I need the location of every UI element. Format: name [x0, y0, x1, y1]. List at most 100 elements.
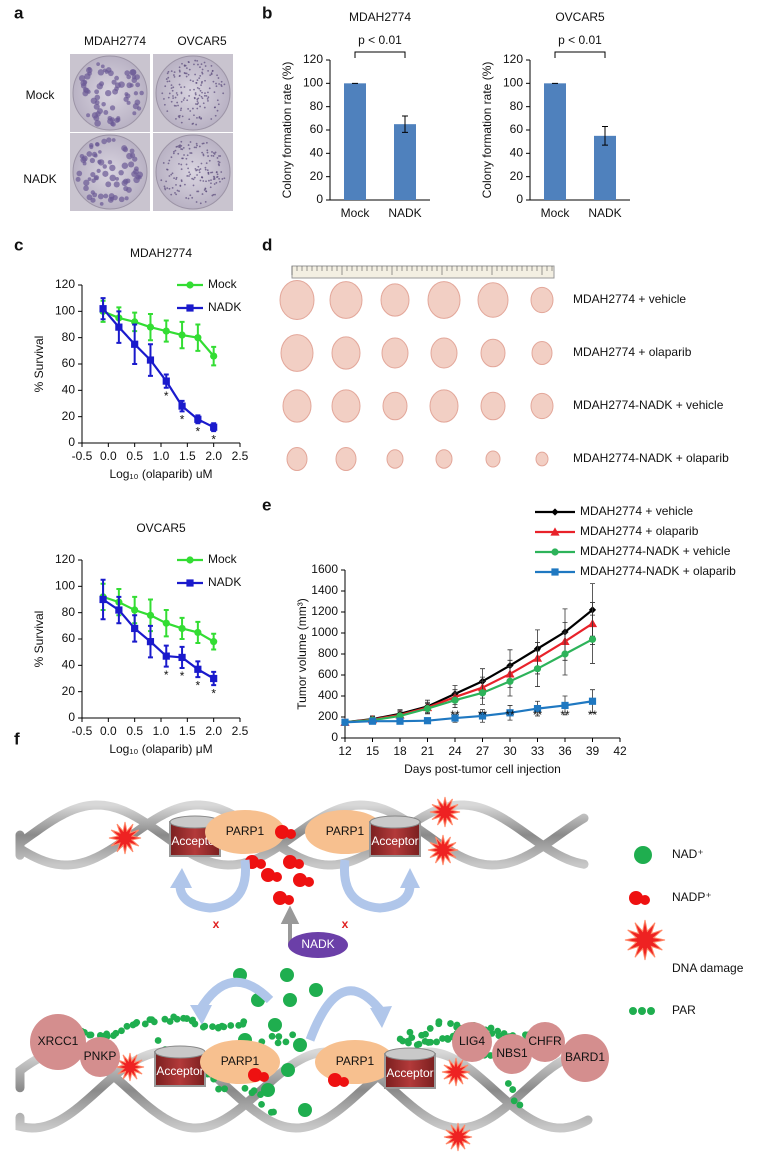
colony — [160, 179, 163, 182]
par — [173, 1015, 181, 1023]
colony — [162, 162, 165, 164]
colony — [188, 95, 191, 97]
block-mark: x — [213, 917, 220, 931]
colony — [184, 72, 187, 75]
colony — [206, 151, 209, 154]
colony — [118, 81, 125, 88]
bar — [544, 83, 566, 200]
repair-protein-label: LIG4 — [459, 1034, 485, 1048]
significance-label: * — [196, 424, 201, 438]
colony — [134, 74, 140, 80]
colony — [118, 169, 124, 176]
marker — [178, 331, 186, 339]
colony — [166, 80, 169, 83]
colony — [191, 196, 194, 199]
par — [103, 1030, 111, 1038]
chart-title: MDAH2774 — [349, 10, 411, 24]
nadp — [272, 872, 282, 882]
significance-label: p < 0.01 — [358, 33, 402, 47]
dna-damage — [427, 834, 459, 866]
par — [191, 1020, 199, 1028]
colony — [212, 80, 215, 83]
colony — [194, 73, 197, 76]
colony — [201, 97, 204, 100]
marker — [561, 701, 569, 710]
nadp — [256, 859, 266, 869]
legend-par — [629, 1007, 637, 1015]
colony — [196, 107, 199, 110]
colony — [200, 82, 203, 84]
colony — [89, 157, 96, 164]
colony — [201, 68, 204, 71]
colony — [104, 69, 109, 74]
colony — [163, 185, 166, 188]
panel-label: e — [262, 495, 271, 514]
parp1-label: PARP1 — [221, 1054, 260, 1068]
y-tick-label: 100 — [55, 579, 75, 593]
colony — [209, 74, 212, 77]
colony — [98, 150, 102, 154]
nadp — [304, 877, 314, 887]
tumor — [480, 391, 506, 421]
colony — [199, 105, 201, 108]
colony — [76, 170, 83, 177]
legend-nad — [634, 846, 652, 864]
tumor — [530, 392, 554, 420]
colony — [207, 173, 210, 175]
colony — [176, 145, 179, 148]
colony — [198, 145, 201, 148]
colony — [89, 144, 94, 150]
colony — [112, 88, 119, 95]
dna-strand — [15, 1047, 593, 1133]
colony — [201, 193, 204, 195]
colony — [172, 86, 175, 89]
nad — [268, 1018, 282, 1032]
colony — [189, 79, 192, 82]
colony — [97, 193, 104, 200]
tumor — [280, 334, 314, 372]
colony — [211, 69, 214, 72]
marker — [451, 696, 459, 704]
colony — [109, 105, 116, 111]
colony — [78, 75, 86, 82]
colony — [172, 152, 175, 155]
colony — [124, 196, 129, 201]
par — [161, 1015, 169, 1023]
bar — [344, 83, 366, 200]
colony — [195, 146, 198, 149]
colony — [185, 67, 188, 70]
legend-marker — [550, 527, 560, 536]
colony — [105, 89, 112, 97]
colony — [210, 171, 212, 174]
colony — [186, 99, 189, 102]
x-tick-label: NADK — [588, 206, 621, 220]
colony — [199, 202, 202, 205]
par — [221, 1085, 229, 1093]
colony — [97, 69, 105, 76]
colony — [94, 176, 98, 180]
marker — [210, 638, 218, 646]
colony — [132, 156, 138, 162]
colony — [129, 83, 134, 88]
significance-label: ** — [588, 708, 598, 722]
colony — [197, 190, 200, 193]
cycle-arrow-head — [370, 1006, 392, 1028]
colony — [218, 164, 220, 167]
colony — [202, 154, 205, 157]
y-tick-label: 0 — [68, 435, 75, 449]
colony — [129, 69, 137, 76]
colony — [170, 193, 173, 196]
y-axis-label: % Survival — [32, 611, 46, 668]
colony — [175, 183, 177, 186]
colony — [113, 181, 120, 188]
colony — [178, 162, 180, 165]
repair-protein — [80, 1037, 120, 1077]
tumor — [279, 279, 315, 321]
legend-label: Mock — [208, 277, 238, 291]
colony — [220, 83, 223, 86]
colony — [205, 94, 208, 97]
colony — [179, 185, 182, 187]
marker — [162, 377, 170, 385]
colony — [178, 146, 181, 149]
par — [510, 1097, 518, 1105]
